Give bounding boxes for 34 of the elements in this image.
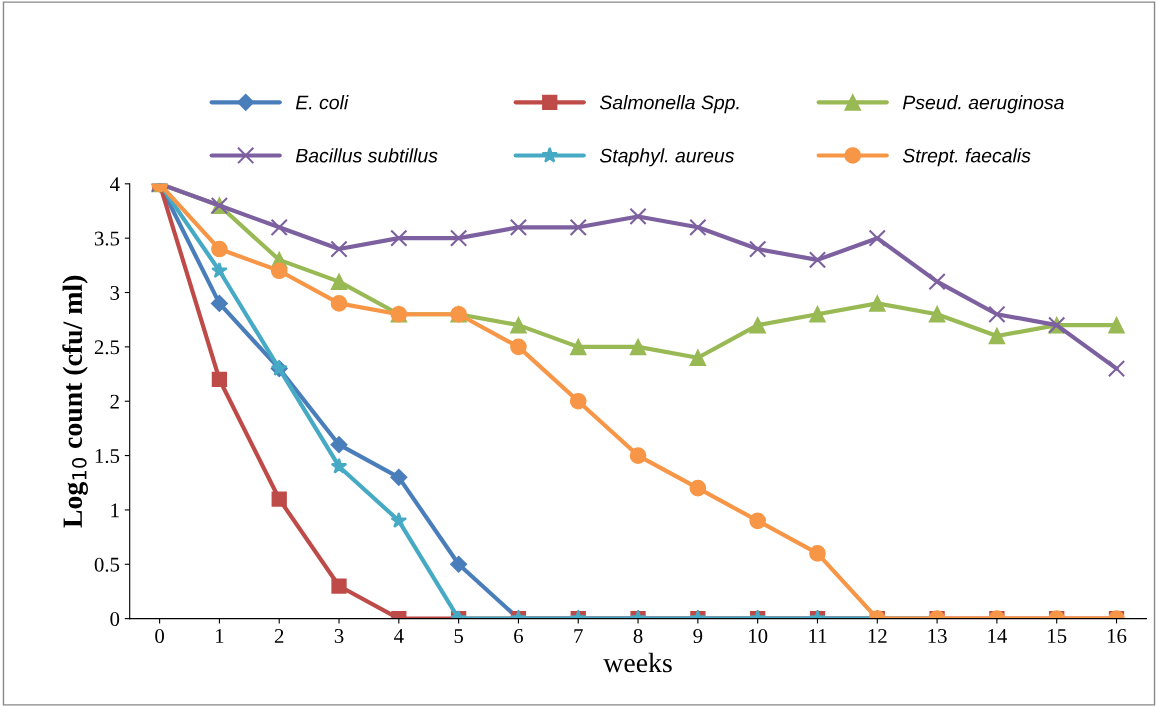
y-tick-label: 3.5 [94, 231, 120, 246]
x-tick-label: 7 [574, 629, 583, 643]
y-tick-label: 2.5 [94, 340, 120, 355]
x-tick-label: 6 [514, 629, 524, 644]
x-tick-label: 3 [334, 629, 344, 644]
x-tick-label: 5 [454, 629, 464, 644]
y-tick-label: 1 [111, 503, 119, 518]
x-tick-label: 1 [216, 629, 224, 643]
x-tick-label: 0 [155, 628, 165, 644]
x-tick-label: 4 [394, 629, 404, 643]
legend-label: Salmonella Spp. [599, 95, 739, 114]
x-tick-label: 9 [693, 629, 703, 644]
legend-label: Pseud. aeruginosa [902, 95, 1064, 114]
legend-label: Staphyl. aureus [599, 148, 735, 167]
y-tick-label: 4 [109, 177, 120, 192]
x-tick-label: 8 [633, 628, 643, 644]
legend-label: Strept. faecalis [902, 148, 1031, 167]
y-tick-label: 3 [110, 285, 120, 300]
y-axis-title: Log$_{10}$ count (cfu/ ml) [62, 275, 88, 528]
x-axis-title: weeks [603, 652, 672, 673]
x-tick-label: 2 [274, 629, 284, 643]
y-tick-label: 0.5 [94, 557, 120, 572]
legend-label: E. coli [295, 95, 349, 110]
x-tick-label: 13 [928, 629, 947, 644]
x-tick-label: 15 [1048, 629, 1067, 644]
y-tick-label: 1.5 [95, 449, 120, 464]
x-tick-label: 11 [809, 629, 827, 643]
x-tick-label: 16 [1107, 629, 1127, 644]
legend-label: Bacillus subtillus [295, 148, 438, 163]
x-tick-label: 10 [749, 628, 768, 644]
y-tick-label: 0 [110, 612, 120, 627]
x-tick-label: 12 [868, 629, 887, 643]
x-tick-label: 14 [988, 629, 1007, 643]
y-tick-label: 2 [110, 394, 119, 409]
